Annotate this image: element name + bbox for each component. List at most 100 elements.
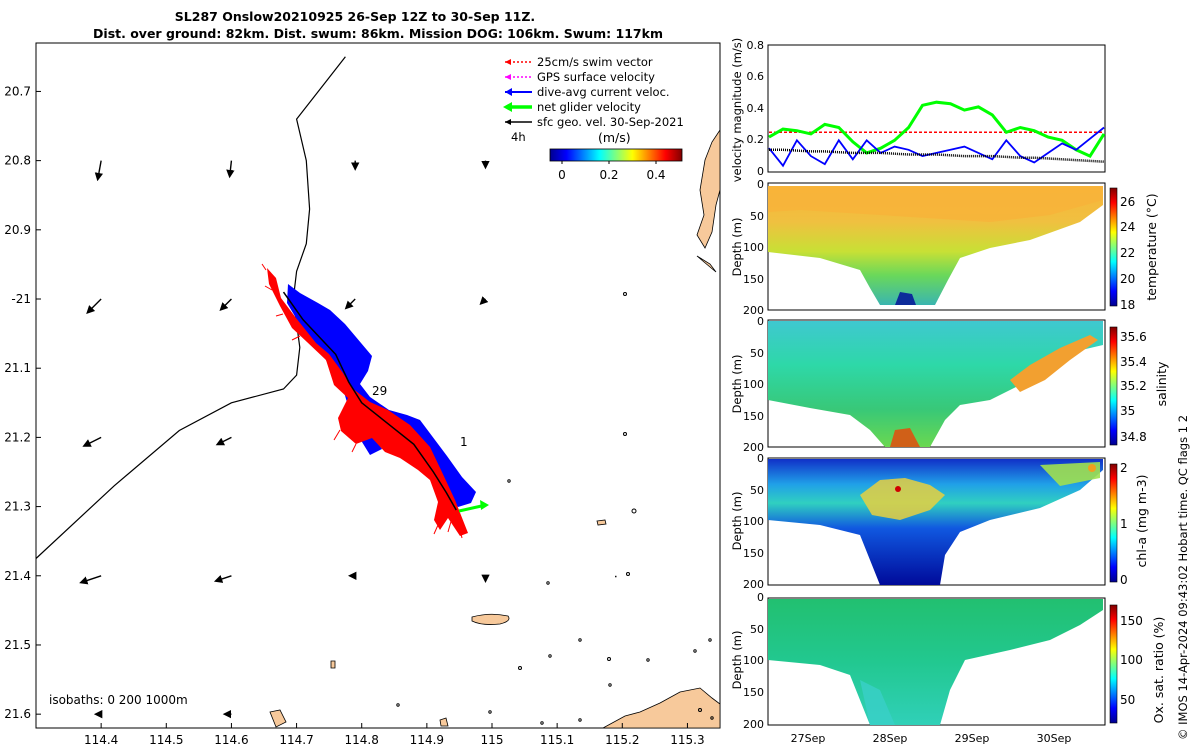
y-tick-label: 0 [757,178,764,191]
net-velocity-arrowhead [480,500,489,510]
y-tick-label: 0.6 [747,70,765,83]
glider-track [282,291,457,511]
legend-item-swim: 25cm/s swim vector [505,55,653,69]
geo-velocity-arrow [219,298,232,311]
oxygen-panel: 0 50 100 150 200 Depth (m) 150 100 50 Ox… [730,591,1166,745]
colorbar-tick: 35.4 [1120,355,1147,369]
y-tick-label: 100 [743,241,764,254]
y-tick-label: 50 [750,484,764,497]
legend-item-net: net glider velocity [503,100,641,114]
x-tick-label: 115 [481,733,504,747]
figure-title-line1: SL287 Onslow20210925 26-Sep 12Z to 30-Se… [175,9,535,24]
x-tick-label: 115.2 [605,733,639,747]
colorbar-tick: 24 [1120,220,1135,234]
colorbar-tick: 22 [1120,246,1135,260]
legend-item-dive-avg: dive-avg current veloc. [505,85,670,99]
y-tick-label: 0 [757,165,764,178]
colorbar-tick: 150 [1120,614,1143,628]
y-tick-label: 200 [743,578,764,591]
y-tick-label: 21.3 [4,500,31,514]
start-day-label: 29 [372,384,387,398]
y-tick-label: 100 [743,378,764,391]
colorbar-tick: 0.4 [646,168,665,182]
y-tick-label: 21.6 [4,707,31,721]
y-tick-label: 150 [743,547,764,560]
land-masses [269,129,720,728]
svg-text:25cm/s swim vector: 25cm/s swim vector [537,55,653,69]
geo-velocity-arrow [479,296,489,305]
island [696,255,717,273]
y-tick-label: 50 [750,347,764,360]
oxygen-colorbar-label: Ox. sat. ratio (%) [1151,617,1166,724]
x-tick-label: 114.7 [279,733,313,747]
y-tick-label: 0.4 [747,102,765,115]
x-tick-label: 114.6 [214,733,248,747]
x-tick-label: 115.3 [670,733,704,747]
geo-velocity-arrow [79,575,102,585]
velocity-y-ticks: 0 0.2 0.4 0.6 0.8 [747,39,765,178]
svg-text:sfc geo. vel. 30-Sep-2021: sfc geo. vel. 30-Sep-2021 [537,115,684,129]
salinity-colorbar-ticks: 35.6 35.4 35.2 35 34.8 [1120,330,1147,444]
figure-title-line2: Dist. over ground: 82km. Dist. swum: 86k… [93,26,663,41]
salinity-ylabel: Depth (m) [730,355,744,414]
salinity-panel: 0 50 100 150 200 Depth (m) 35.6 35.4 35.… [730,315,1169,454]
y-tick-label: 20.9 [4,223,31,237]
speed-colorbar [549,148,683,162]
map-x-ticks: 114.4 114.5 114.6 114.7 114.8 114.9 115 115.1 11… [84,723,705,747]
cold-water-core [895,292,916,305]
deep-salinity-core [890,428,920,447]
velocity-ylabel: velocity magnitude (m/s) [730,38,744,183]
salinity-section [768,321,1103,447]
oxygen-ylabel: Depth (m) [730,631,744,690]
salinity-colorbar [1109,326,1118,446]
chlorophyll-ylabel: Depth (m) [730,492,744,551]
geo-velocity-arrow [226,160,235,179]
salinity-y-ticks: 0 50 100 150 200 [743,315,764,454]
coastline-land [696,129,720,249]
colorbar-tick: 20 [1120,272,1135,286]
temperature-colorbar-ticks: 26 24 22 20 18 [1120,195,1135,312]
colorbar-tick: 0 [558,168,566,182]
x-tick-label: 114.5 [149,733,183,747]
swim-vector-fringe [261,263,463,539]
chlorophyll-colorbar [1109,463,1118,583]
y-tick-label: 21.1 [4,361,31,375]
colorbar-title: (m/s) [598,130,631,145]
colorbar-tick: 1 [1120,517,1128,531]
oxygen-colorbar-ticks: 150 100 50 [1120,614,1143,707]
colorbar-tick: 100 [1120,653,1143,667]
colorbar-tick: 2 [1120,461,1128,475]
oxygen-section [768,599,1103,725]
y-tick-label: 150 [743,273,764,286]
geo-velocity-arrow [94,160,104,182]
x-tick-label: 115.1 [540,733,574,747]
oxygen-y-ticks: 0 50 100 150 200 [743,591,764,731]
small-reefs [396,292,714,725]
colorbar-tick: 0.2 [599,168,618,182]
colorbar-tick: 18 [1120,298,1135,312]
end-day-label: 1 [460,435,468,449]
chlorophyll-max [860,478,945,520]
y-tick-label: 150 [743,686,764,699]
x-tick-label: 114.4 [84,733,118,747]
high-salinity-core [1010,335,1098,392]
velocity-frame [767,44,1106,173]
credit-text: © IMOS 14-Apr-2024 09:43:02 Hobart time.… [1176,415,1190,740]
temperature-panel: 0 50 100 150 200 Depth (m) 26 24 22 20 1… [730,178,1159,317]
chlorophyll-colorbar-label: chl-a (mg m-3) [1134,475,1149,568]
time-axis-labels: 27Sep 28Sep 29Sep 30Sep [791,732,1072,745]
geo-velocity-arrow [344,298,356,310]
velocity-series [768,100,1106,168]
isobaths-label: isobaths: 0 200 1000m [49,693,188,707]
y-tick-label: 0 [757,315,764,328]
x-tick-label: 30Sep [1037,732,1072,745]
scale-label-4h: 4h [511,130,526,144]
legend-item-geo: sfc geo. vel. 30-Sep-2021 [505,115,684,129]
geo-velocity-arrow [86,298,102,314]
y-tick-label: 50 [750,210,764,223]
x-tick-label: 29Sep [955,732,990,745]
colorbar-tick: 35 [1120,404,1135,418]
y-tick-label: 20.8 [4,154,31,168]
geo-velocity-arrow [213,574,232,583]
